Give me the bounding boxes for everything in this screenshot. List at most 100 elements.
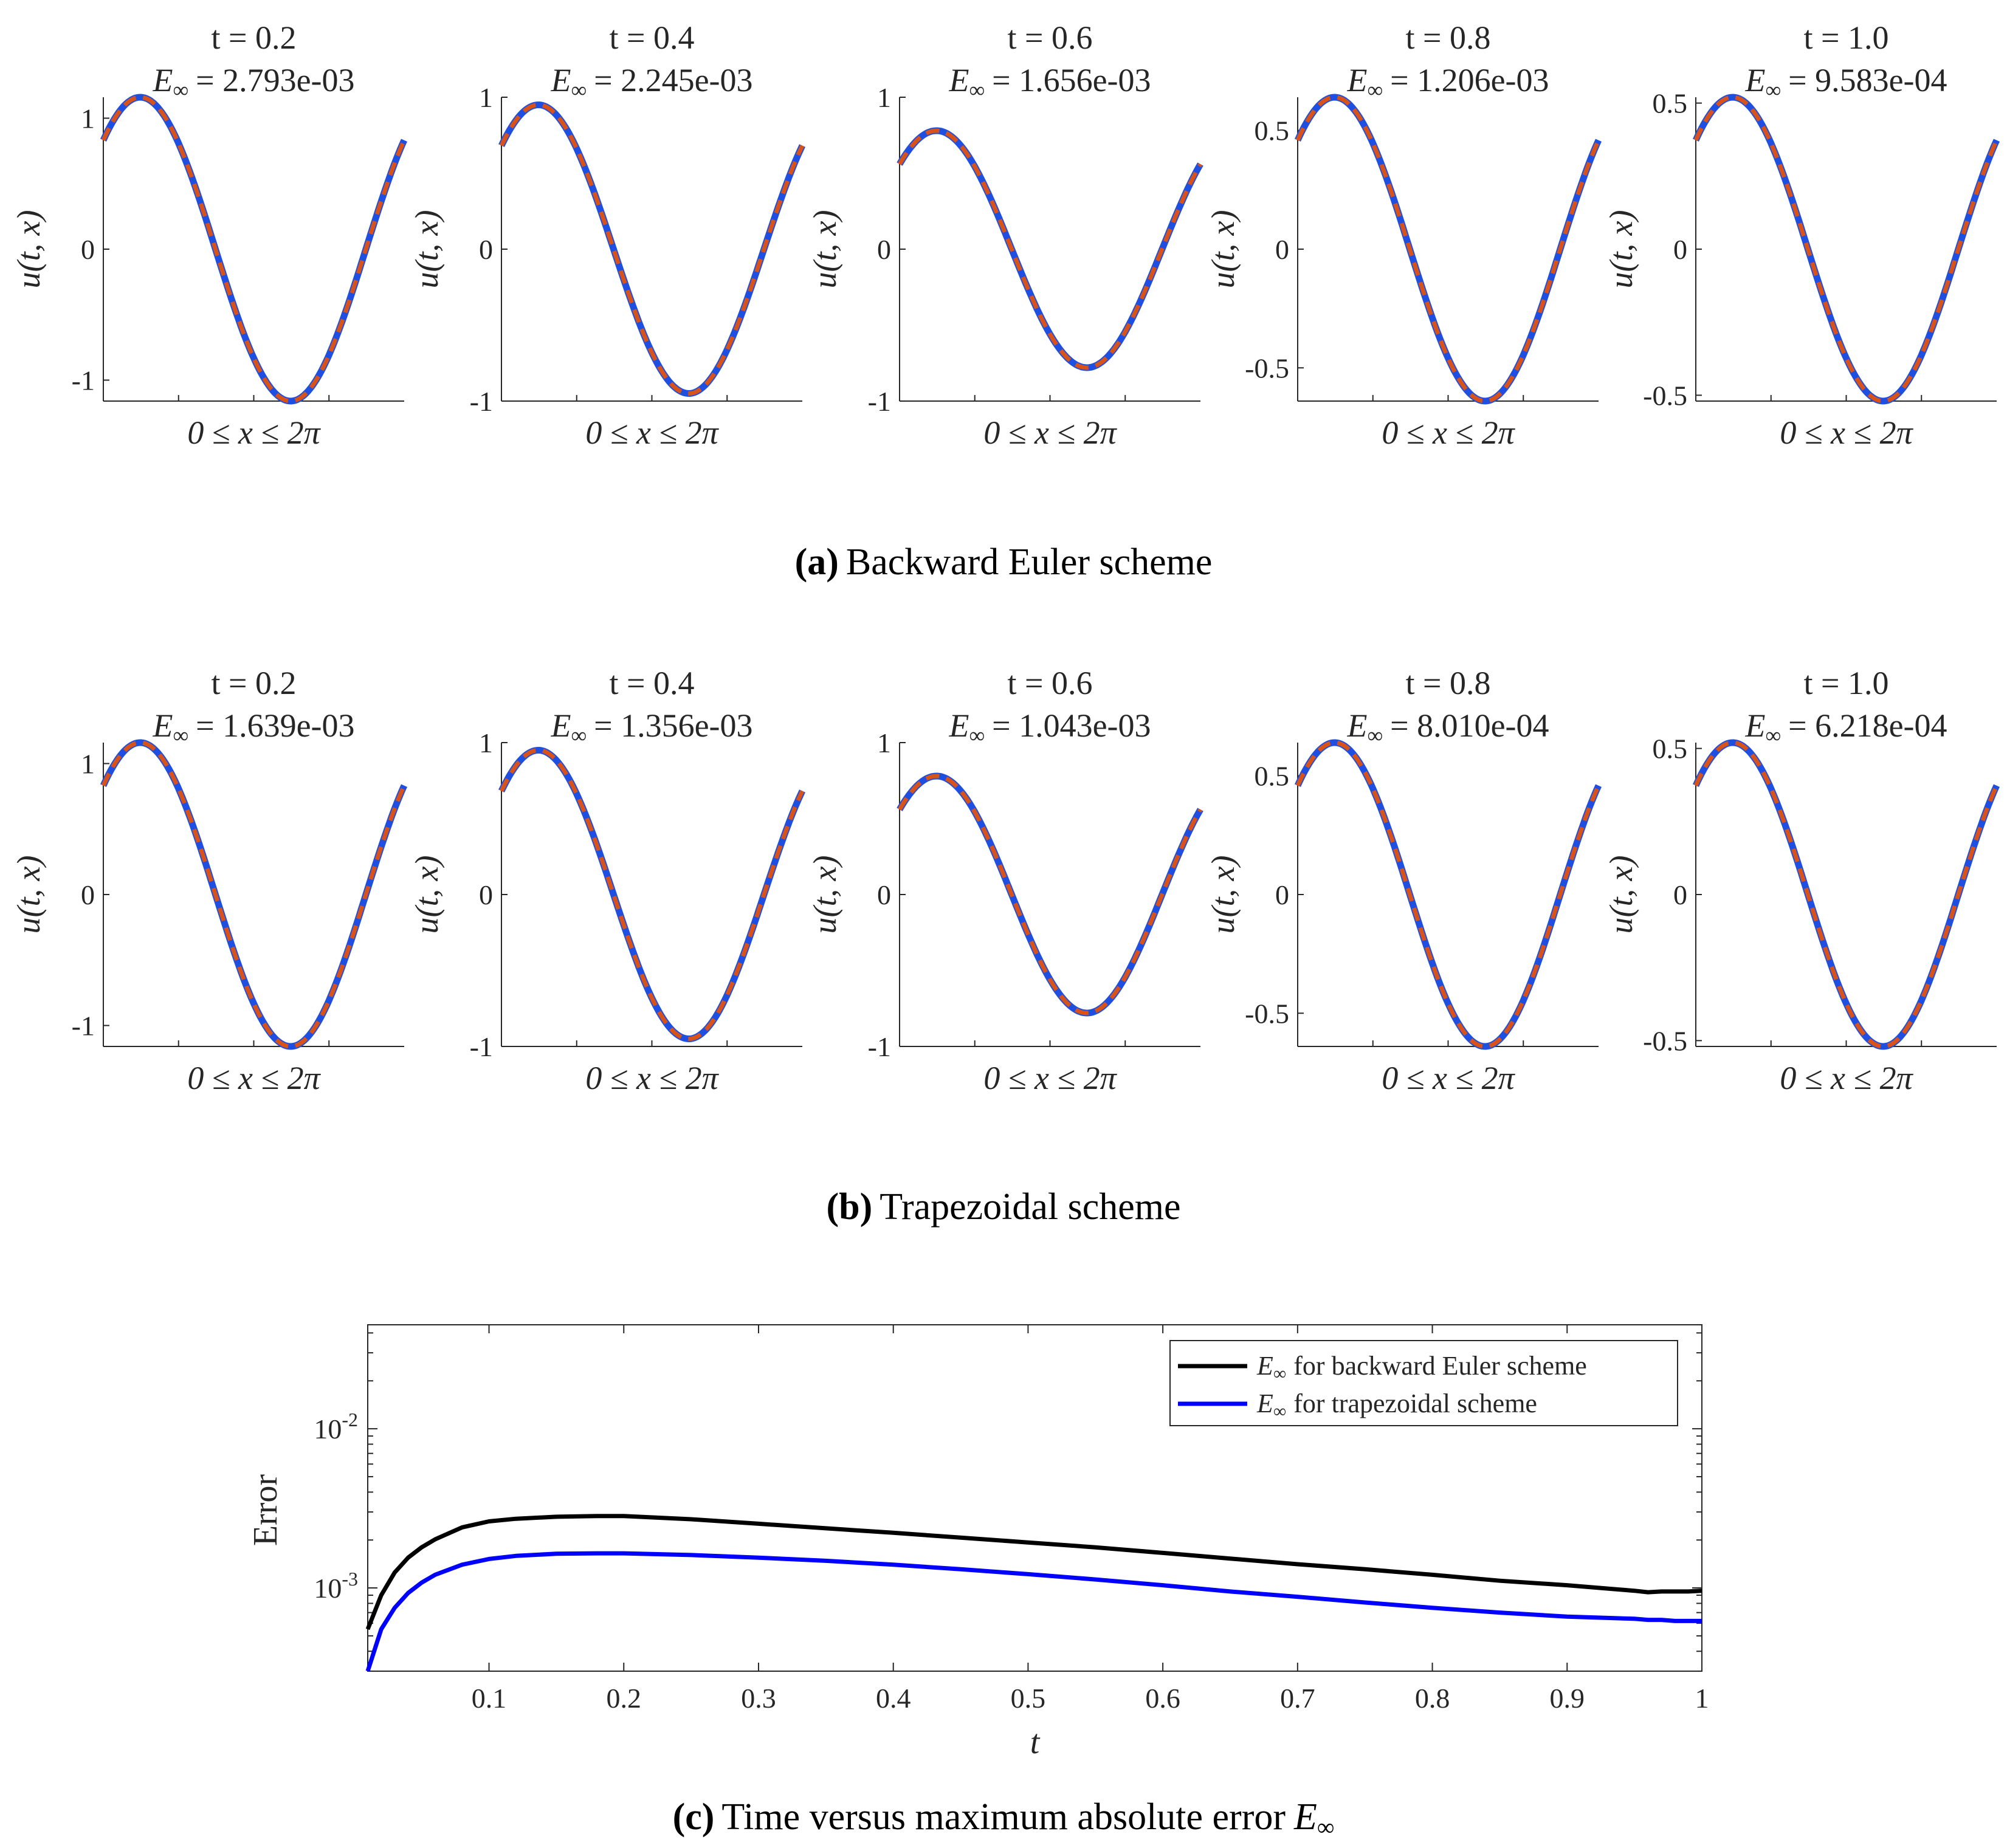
subplot-title-time: t = 1.0 xyxy=(1804,665,1889,701)
subplot-title-time: t = 0.6 xyxy=(1008,19,1093,56)
y-tick-label: -0.5 xyxy=(1245,352,1289,383)
error-subscript: ∞ xyxy=(571,723,587,747)
subplot-title-error: E∞ = 6.218e-04 xyxy=(1744,707,1947,747)
subplot-title-error: E∞ = 2.793e-03 xyxy=(152,62,354,102)
error-subscript: ∞ xyxy=(1367,723,1383,747)
x-axis-label: 0 ≤ x ≤ 2π xyxy=(585,414,719,451)
panel-b-subplot-2: 1 0 -1 t = 0.4 E∞ = 1.356e-03 0 ≤ x ≤ 2π u(t, x… xyxy=(408,665,805,1096)
x-tick-label: 0.8 xyxy=(1415,1683,1450,1714)
y-tick-label: 0.5 xyxy=(1255,115,1290,146)
y-tick-label: 10-3 xyxy=(314,1568,358,1604)
y-axis-label: u(t, x) xyxy=(1603,210,1639,289)
subplot-title-error: E∞ = 2.245e-03 xyxy=(550,62,752,102)
y-tick-exponent: -3 xyxy=(342,1568,358,1590)
y-tick-label: 0 xyxy=(81,879,95,910)
legend-text: for backward Euler scheme xyxy=(1293,1351,1587,1381)
y-axis-label: u(t, x) xyxy=(807,856,843,934)
error-value: = 9.583e-04 xyxy=(1788,62,1947,98)
subplot-title-time: t = 0.6 xyxy=(1008,665,1093,701)
y-axis-label: u(t, x) xyxy=(10,856,47,934)
y-axis-label: u(t, x) xyxy=(807,210,843,289)
y-tick-label: -0.5 xyxy=(1643,380,1687,411)
panel-a-caption: (a) Backward Euler scheme xyxy=(795,541,1213,583)
panel-c-caption-label: (c) xyxy=(673,1796,715,1838)
numerical-solution-line xyxy=(897,128,1203,370)
panel-a-caption-label: (a) xyxy=(795,541,839,583)
y-tick-label: -1 xyxy=(868,1031,891,1062)
x-axis-label: 0 ≤ x ≤ 2π xyxy=(187,414,321,451)
error-symbol: E xyxy=(1744,707,1765,744)
numerical-solution-line xyxy=(897,774,1203,1015)
exact-solution-line xyxy=(100,94,408,405)
x-axis-label: 0 ≤ x ≤ 2π xyxy=(585,1060,719,1096)
x-tick-label: 0.9 xyxy=(1550,1683,1585,1714)
y-axis-label: u(t, x) xyxy=(1205,856,1241,934)
subplot-title-time: t = 0.2 xyxy=(212,19,297,56)
error-value: = 6.218e-04 xyxy=(1788,707,1947,744)
panel-a-subplot-5: 0.5 0 -0.5 t = 1.0 E∞ = 9.583e-04 0 ≤ x ≤ 2π u(… xyxy=(1603,19,2000,451)
error-symbol: E xyxy=(152,707,173,744)
y-tick-label: 0 xyxy=(1673,879,1687,910)
error-symbol: E xyxy=(550,62,571,98)
subplot-title-error: E∞ = 1.639e-03 xyxy=(152,707,354,747)
numerical-solution-line xyxy=(101,95,407,404)
error-value: = 1.043e-03 xyxy=(992,707,1151,744)
y-tick-label: -0.5 xyxy=(1643,1025,1687,1056)
y-tick-label: 1 xyxy=(877,727,891,758)
legend-box xyxy=(1169,1340,1678,1426)
numerical-solution-line xyxy=(1295,740,1601,1049)
exact-solution-line xyxy=(1295,94,1602,405)
y-tick-label: 1 xyxy=(479,82,493,113)
numerical-solution-line xyxy=(1693,740,1999,1049)
subplot-title-time: t = 0.8 xyxy=(1406,19,1491,56)
y-tick-label: 1 xyxy=(81,748,95,779)
subplot-title-time: t = 0.4 xyxy=(610,665,695,701)
y-tick-base: 10 xyxy=(314,1573,342,1604)
panel-b-trapezoidal: 10-1t = 0.2E∞ = 1.639e-030 ≤ x ≤ 2πu(t, x… xyxy=(10,665,2000,1096)
exact-solution-line xyxy=(100,739,408,1050)
panel-a-subplot-2: 1 0 -1 t = 0.4 E∞ = 2.245e-03 0 ≤ x ≤ 2π u(t, x… xyxy=(408,19,805,451)
exact-solution-line xyxy=(1693,94,2000,405)
x-axis-label: t xyxy=(1030,1723,1041,1761)
error-value: = 2.793e-03 xyxy=(196,62,354,98)
exact-solution-line xyxy=(897,772,1203,1017)
x-axis-label: 0 ≤ x ≤ 2π xyxy=(983,414,1117,451)
y-tick-label: -1 xyxy=(470,386,493,417)
error-subscript: ∞ xyxy=(173,78,188,102)
subplot-title-error: E∞ = 8.010e-04 xyxy=(1346,707,1549,747)
panel-a-backward-euler: 10-1t = 0.2E∞ = 2.793e-030 ≤ x ≤ 2πu(t, x… xyxy=(10,19,2000,451)
subplot-title-time: t = 0.8 xyxy=(1406,665,1491,701)
subplot-title-error: E∞ = 9.583e-04 xyxy=(1744,62,1947,102)
error-value: = 1.356e-03 xyxy=(594,707,752,744)
subplot-title-time: t = 0.4 xyxy=(610,19,695,56)
numerical-solution-line xyxy=(499,747,805,1042)
exact-solution-line xyxy=(897,127,1203,371)
panel-c-caption-symbol-sub: ∞ xyxy=(1317,1813,1335,1841)
y-tick-base: 10 xyxy=(314,1413,342,1444)
panel-c-caption-text: Time versus maximum absolute error xyxy=(721,1796,1286,1838)
panel-b-subplot-1: 1 0 -1 t = 0.2 E∞ = 1.639e-03 0 ≤ x ≤ 2π u(t, x… xyxy=(10,665,408,1096)
y-tick-label: 0 xyxy=(877,234,891,265)
y-tick-label: 1 xyxy=(81,103,95,134)
y-tick-label: 0.5 xyxy=(1255,761,1290,792)
y-axis-label: u(t, x) xyxy=(408,856,445,934)
legend-text: for trapezoidal scheme xyxy=(1293,1389,1537,1418)
y-axis-label: Error xyxy=(247,1474,284,1547)
error-subscript: ∞ xyxy=(1765,78,1781,102)
y-axis-label: u(t, x) xyxy=(408,210,445,289)
numerical-solution-line xyxy=(1693,95,1999,404)
panel-a-subplot-3: 1 0 -1 t = 0.6 E∞ = 1.656e-03 0 ≤ x ≤ 2π u(t, x… xyxy=(807,19,1203,451)
x-axis-label: 0 ≤ x ≤ 2π xyxy=(1382,1060,1515,1096)
y-tick-label: 0 xyxy=(877,879,891,910)
y-tick-label: -0.5 xyxy=(1245,998,1289,1029)
y-tick-label: 0 xyxy=(1673,234,1687,265)
error-value: = 8.010e-04 xyxy=(1390,707,1549,744)
subplot-title-error: E∞ = 1.043e-03 xyxy=(948,707,1151,747)
subplot-title-time: t = 1.0 xyxy=(1804,19,1889,56)
legend-symbol: E xyxy=(1256,1389,1273,1418)
error-symbol: E xyxy=(152,62,173,98)
x-tick-label: 1 xyxy=(1695,1683,1709,1714)
exact-solution-line xyxy=(1295,739,1602,1050)
numerical-solution-line xyxy=(499,102,805,396)
